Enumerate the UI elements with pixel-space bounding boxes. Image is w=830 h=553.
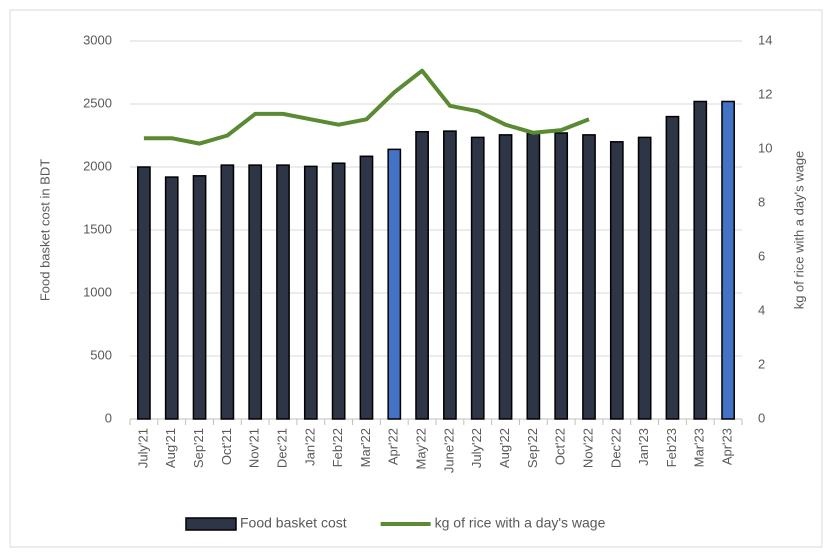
x-tick-label: Mar'23 xyxy=(692,428,707,467)
line xyxy=(143,68,590,146)
y2-tick-label: 6 xyxy=(758,248,765,263)
bar xyxy=(137,166,151,420)
bar xyxy=(192,175,207,420)
x-tick-label: Dec'22 xyxy=(608,428,623,468)
y-tick-label: 2500 xyxy=(83,95,112,110)
y-tick-label: 1500 xyxy=(83,221,112,236)
legend-swatch xyxy=(185,517,237,531)
y-tick-label: 500 xyxy=(90,347,112,362)
bar xyxy=(693,100,708,420)
x-tick-label: Aug'22 xyxy=(497,428,512,468)
bar xyxy=(276,164,290,420)
bar xyxy=(443,130,457,420)
y-tick-label: 3000 xyxy=(83,32,112,47)
bar xyxy=(359,155,374,420)
x-tick-label: Feb'23 xyxy=(664,428,679,467)
x-tick-label: Sep'21 xyxy=(191,428,206,468)
bar xyxy=(415,130,429,420)
bar xyxy=(220,164,235,420)
x-tick-label: May'22 xyxy=(414,428,429,470)
x-tick-label: Nov'22 xyxy=(580,428,595,468)
x-tick-label: Jan'22 xyxy=(302,428,317,466)
y-tick-label: 1000 xyxy=(83,284,112,299)
bar xyxy=(637,136,652,420)
bar xyxy=(554,132,569,420)
x-tick-label: July'22 xyxy=(469,428,484,468)
y2-tick-label: 4 xyxy=(758,302,765,317)
y-tick-label: 0 xyxy=(105,410,112,425)
x-tick-label: July'21 xyxy=(135,428,150,468)
y-tick-label: 2000 xyxy=(83,158,112,173)
y2-tick-label: 10 xyxy=(758,140,772,155)
x-tick-label: Feb'22 xyxy=(330,428,345,467)
bar xyxy=(582,134,596,420)
x-tick-label: June'22 xyxy=(441,428,456,473)
y2-tick-label: 2 xyxy=(758,356,765,371)
bar xyxy=(164,176,179,420)
x-tick-label: Apr'23 xyxy=(720,428,735,465)
y-axis-label: Food basket cost in BDT xyxy=(37,159,52,301)
bar xyxy=(248,164,263,420)
legend-label: Food basket cost xyxy=(240,515,347,531)
bar xyxy=(387,148,402,420)
x-tick-label: Oct'22 xyxy=(553,428,568,465)
y2-tick-label: 0 xyxy=(758,410,765,425)
y2-tick-label: 8 xyxy=(758,194,765,209)
bar xyxy=(498,134,513,420)
x-tick-label: Oct'21 xyxy=(219,428,234,465)
x-tick-label: Aug'21 xyxy=(163,428,178,468)
legend-label: kg of rice with a day's wage xyxy=(435,515,606,531)
x-tick-label: Nov'21 xyxy=(247,428,262,468)
bar xyxy=(721,100,735,420)
x-tick-label: Apr'22 xyxy=(386,428,401,465)
y2-tick-label: 12 xyxy=(758,86,772,101)
bar xyxy=(526,132,541,420)
x-tick-label: Mar'22 xyxy=(358,428,373,467)
y2-axis-label: kg of rice with a day's wage xyxy=(791,151,806,310)
bar xyxy=(609,141,624,420)
x-tick-label: Dec'21 xyxy=(274,428,289,468)
y2-tick-label: 14 xyxy=(758,32,772,47)
x-tick-label: Sep'22 xyxy=(525,428,540,468)
bar xyxy=(665,115,680,420)
x-tick-label: Jan'23 xyxy=(636,428,651,466)
bar xyxy=(303,165,318,420)
bar xyxy=(331,162,346,420)
bar xyxy=(470,136,485,420)
